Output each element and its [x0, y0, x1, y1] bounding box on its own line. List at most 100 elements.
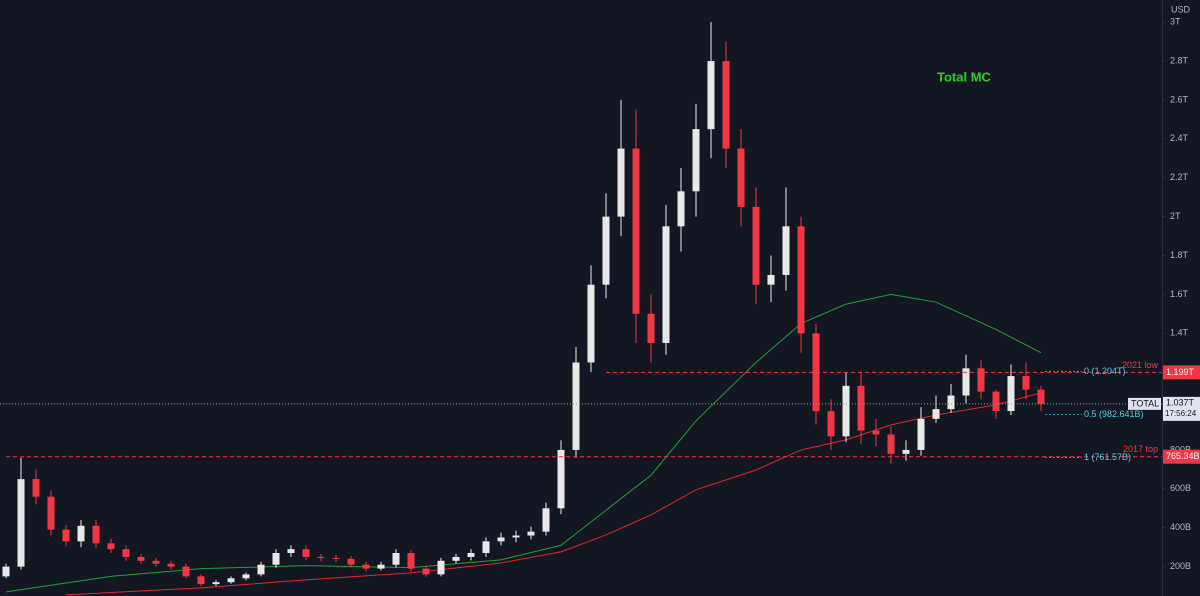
fib-label: 0.5 (982.641B): [1084, 409, 1144, 419]
candle-body: [827, 411, 835, 437]
candle-body: [647, 313, 655, 344]
candle-body: [512, 535, 520, 538]
candle-body: [557, 449, 565, 509]
candle-body: [362, 564, 370, 569]
y-tick-label: 400B: [1170, 522, 1191, 532]
candle-body: [857, 385, 865, 431]
level-price-label: 765.34B: [1166, 451, 1200, 461]
candle-body: [92, 525, 100, 544]
level-name: 2021 low: [1122, 360, 1159, 370]
candle-body: [752, 206, 760, 285]
candle-body: [287, 549, 295, 554]
y-tick-label: 1.4T: [1170, 328, 1189, 338]
candle-body: [917, 418, 925, 450]
fib-label: 1 (761.57B): [1084, 452, 1131, 462]
candle-body: [782, 226, 790, 275]
y-tick-label: 2.2T: [1170, 172, 1189, 182]
candle-body: [602, 216, 610, 285]
candle-body: [497, 537, 505, 542]
candle-body: [872, 430, 880, 435]
candle-body: [992, 391, 1000, 412]
symbol-label: TOTAL: [1131, 398, 1159, 408]
candle-body: [737, 148, 745, 207]
candle-body: [407, 553, 415, 569]
candle-body: [122, 549, 130, 557]
chart-title: Total MC: [937, 69, 992, 84]
moving-average: [65, 392, 1042, 596]
y-tick-label: 3T: [1170, 17, 1181, 27]
candle-body: [137, 556, 145, 561]
candle-body: [347, 558, 355, 565]
candle-body: [422, 568, 430, 575]
candle-body: [662, 226, 670, 344]
candle-body: [962, 368, 970, 396]
level-price-box: [1163, 365, 1200, 380]
candle-body: [62, 529, 70, 542]
level-price-label: 1.199T: [1166, 367, 1195, 377]
y-tick-label: 1.8T: [1170, 250, 1189, 260]
symbol-box: [1128, 397, 1161, 410]
level-name: 2017 top: [1123, 444, 1158, 454]
y-tick-label: 2.6T: [1170, 94, 1189, 104]
y-tick-label: 2.4T: [1170, 133, 1189, 143]
candle-body: [167, 563, 175, 567]
candle-body: [707, 61, 715, 130]
candle-body: [887, 434, 895, 454]
candle-body: [587, 284, 595, 363]
candle-body: [17, 479, 25, 567]
candle-body: [77, 525, 85, 542]
candle-body: [767, 274, 775, 285]
candle-body: [2, 566, 10, 577]
candle-body: [242, 574, 250, 579]
candle-body: [902, 449, 910, 454]
candle-body: [632, 148, 640, 314]
candle-body: [317, 556, 325, 558]
candle-body: [437, 560, 445, 575]
y-tick-label: 800B: [1170, 444, 1191, 454]
candle-body: [617, 148, 625, 217]
candle-body: [947, 395, 955, 410]
y-tick-label: 2T: [1170, 211, 1181, 221]
candle-body: [257, 564, 265, 575]
candle-body: [227, 578, 235, 583]
candle-body: [212, 582, 220, 585]
candle-body: [302, 549, 310, 557]
candle-body: [572, 362, 580, 450]
candle-body: [452, 556, 460, 561]
candle-body: [722, 61, 730, 149]
candle-body: [482, 541, 490, 554]
candle-body: [47, 496, 55, 530]
candle-body: [677, 191, 685, 227]
candle-body: [1022, 376, 1030, 390]
candle-body: [32, 479, 40, 497]
candle-body: [842, 385, 850, 437]
candle-body: [542, 508, 550, 532]
moving-average: [5, 293, 1042, 593]
candle-body: [272, 553, 280, 565]
candle-body: [107, 543, 115, 550]
axis-unit: USD: [1171, 4, 1191, 14]
candle-body: [467, 553, 475, 557]
y-tick-label: 600B: [1170, 483, 1191, 493]
candle-body: [1037, 389, 1045, 404]
candle-body: [932, 409, 940, 419]
candle-body: [377, 564, 385, 569]
last-price-label: 1.037T: [1166, 397, 1195, 407]
y-tick-label: 1.6T: [1170, 289, 1189, 299]
candle-body: [692, 129, 700, 192]
level-price-box: [1163, 449, 1200, 464]
candle-body: [197, 576, 205, 585]
candle-body: [152, 560, 160, 564]
candle-body: [797, 226, 805, 334]
candle-body: [977, 368, 985, 392]
countdown: 17:56:24: [1165, 409, 1197, 418]
fib-label: 0 (1.204T): [1084, 366, 1126, 376]
y-tick-label: 2.8T: [1170, 55, 1189, 65]
candle-body: [1007, 376, 1015, 412]
candle-body: [182, 566, 190, 577]
candle-body: [332, 557, 340, 559]
candle-body: [392, 553, 400, 565]
